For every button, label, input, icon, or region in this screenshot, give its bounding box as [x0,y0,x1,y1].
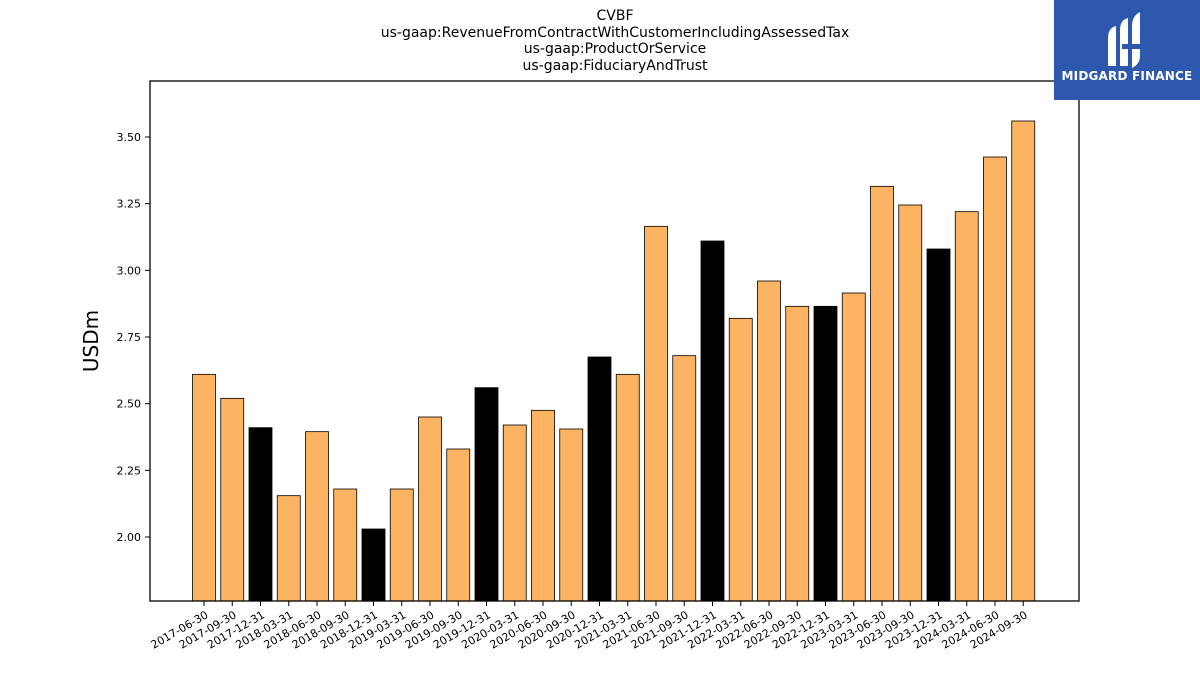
title-line-member: us-gaap:FiduciaryAndTrust [522,58,708,74]
y-axis-label: USDm [79,310,103,372]
title-line-concept: us-gaap:RevenueFromContractWithCustomerI… [381,25,850,41]
bar-2018-12-31 [361,528,386,602]
bar-2019-03-31 [389,488,414,602]
bar-2018-03-31 [276,495,301,602]
y-tick-label: 3.00 [117,264,142,277]
plot-frame [149,80,1080,602]
bar-2022-09-30 [785,305,810,602]
bar-2019-12-31 [474,387,499,602]
bar-2023-03-31 [841,292,866,602]
bars-group [192,120,1036,602]
y-tick-label: 2.50 [117,398,142,411]
bar-2018-09-30 [333,488,358,602]
y-tick-label: 3.50 [117,131,142,144]
bar-2022-03-31 [728,317,753,602]
bar-2021-12-31 [700,240,725,602]
bar-2017-06-30 [192,373,216,602]
bar-2019-09-30 [446,448,471,602]
bar-2023-09-30 [898,204,923,602]
bar-2020-06-30 [531,409,555,602]
title-line-axis: us-gaap:ProductOrService [524,41,707,57]
x-axis-ticks: 2017-06-302017-09-302017-12-312018-03-31… [149,601,1030,652]
logo-text: MIDGARD FINANCE [1061,69,1193,83]
bar-2024-09-30 [1011,120,1036,602]
midgard-finance-logo: MIDGARD FINANCE [1054,0,1200,100]
y-tick-label: 2.75 [117,331,142,344]
chart-title: CVBF us-gaap:RevenueFromContractWithCust… [381,8,850,74]
bar-2019-06-30 [418,416,442,602]
bar-2021-06-30 [644,225,668,602]
bar-2017-12-31 [248,427,273,602]
bar-2024-03-31 [954,211,979,602]
logo-mark-icon [1108,12,1140,68]
y-tick-label: 3.25 [117,198,142,211]
bar-2021-09-30 [672,355,697,602]
bar-2020-09-30 [559,428,584,602]
bar-2018-06-30 [305,431,329,602]
bar-2020-03-31 [502,424,527,602]
bar-2021-03-31 [615,373,640,602]
bar-2023-06-30 [870,185,894,602]
bar-2024-06-30 [983,156,1007,602]
y-tick-label: 2.25 [117,464,142,477]
title-line-ticker: CVBF [596,8,633,24]
y-tick-label: 2.00 [117,531,142,544]
bar-2017-09-30 [220,397,245,602]
bar-2020-12-31 [587,356,612,602]
bar-2022-06-30 [757,280,781,602]
bar-2022-12-31 [813,305,838,602]
y-axis-ticks: 2.00 2.25 2.50 2.75 3.00 3.25 3.50 [117,131,150,544]
bar-2023-12-31 [926,248,951,602]
